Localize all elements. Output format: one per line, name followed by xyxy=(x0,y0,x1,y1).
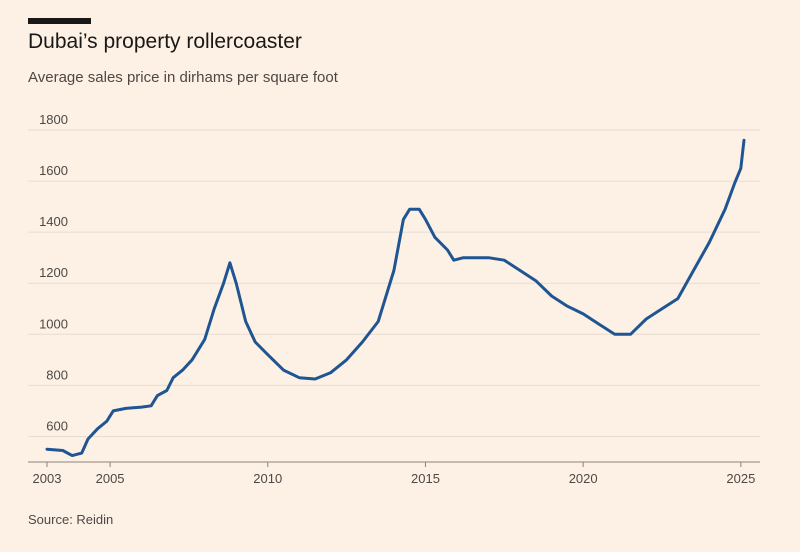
source: Source: Reidin xyxy=(28,512,113,527)
x-tick-label: 2010 xyxy=(253,471,282,486)
chart-title: Dubai’s property rollercoaster xyxy=(28,30,302,53)
x-tick-label: 2005 xyxy=(96,471,125,486)
x-tick-label: 2020 xyxy=(569,471,598,486)
y-tick-label: 1800 xyxy=(39,112,68,127)
y-tick-label: 800 xyxy=(46,367,68,382)
y-tick-label: 1400 xyxy=(39,214,68,229)
chart-subtitle: Average sales price in dirhams per squar… xyxy=(28,69,339,86)
x-tick-label: 2015 xyxy=(411,471,440,486)
title-bar xyxy=(28,18,91,24)
y-tick-label: 600 xyxy=(46,418,68,433)
line xyxy=(45,138,746,458)
x-tick-label: 2003 xyxy=(33,471,62,486)
y-tick-label: 1600 xyxy=(39,163,68,178)
y-tick-label: 1200 xyxy=(39,265,68,280)
x-tick-label: 2025 xyxy=(726,471,755,486)
y-tick-label: 1000 xyxy=(39,316,68,331)
